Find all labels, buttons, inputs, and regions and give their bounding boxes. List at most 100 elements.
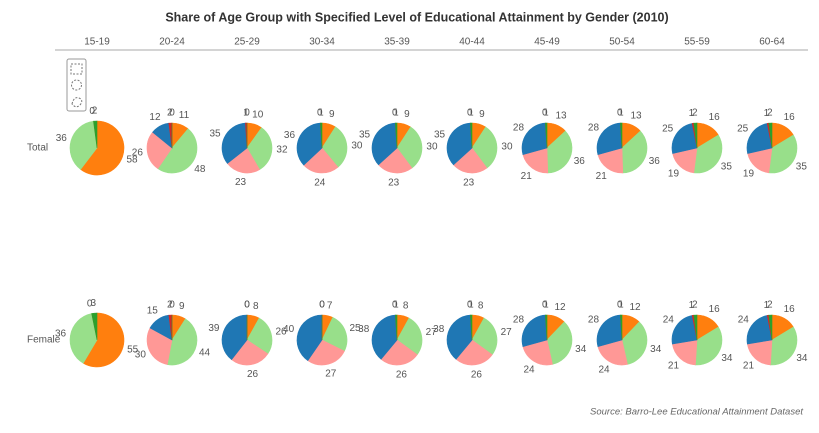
slice-label: 2 — [767, 108, 773, 119]
pie-slice — [321, 126, 348, 168]
slice-label: 1 — [689, 300, 695, 311]
slice-label: 24 — [523, 365, 535, 376]
slice-label: 21 — [668, 361, 680, 372]
slice-label: 0 — [542, 300, 548, 311]
pie-slice — [80, 120, 125, 176]
slice-label: 35 — [796, 162, 808, 173]
pie-slice — [396, 126, 423, 169]
slice-label: 0 — [467, 300, 473, 311]
slice-label: 44 — [199, 348, 211, 359]
slice-label: 30 — [351, 140, 363, 151]
lasso-icon[interactable] — [71, 97, 83, 108]
slice-label: 0 — [392, 300, 398, 311]
pie-slice — [621, 130, 648, 174]
pie-slice — [446, 122, 473, 166]
pie-slice — [596, 314, 623, 348]
slice-label: 32 — [276, 144, 288, 155]
slice-label: 23 — [388, 177, 400, 188]
toolbar[interactable] — [66, 58, 87, 112]
pie-slice — [545, 314, 548, 341]
pie-slice — [231, 339, 269, 366]
pie-slice — [146, 327, 173, 365]
column-header: 20-24 — [159, 37, 185, 48]
pie-slice — [546, 130, 573, 174]
slice-label: 24 — [663, 315, 675, 326]
slice-label: 21 — [521, 171, 533, 182]
slice-label: 28 — [513, 122, 525, 133]
pie-slice — [545, 122, 548, 149]
row-label: Total — [27, 143, 48, 154]
slice-label: 23 — [235, 177, 247, 188]
pie-slice — [93, 120, 98, 149]
pie-slice — [380, 339, 418, 366]
pie-slice — [396, 317, 423, 356]
slice-label: 40 — [283, 324, 295, 335]
slice-label: 13 — [630, 111, 642, 122]
slice-label: 0 — [617, 300, 623, 311]
slice-label: 21 — [743, 361, 755, 372]
slice-label: 9 — [329, 109, 335, 120]
slice-label: 16 — [709, 112, 721, 123]
slice-label: 0 — [169, 108, 175, 119]
pie-slice — [746, 123, 773, 154]
slice-label: 35 — [721, 162, 733, 173]
slice-label: 58 — [126, 155, 138, 166]
slice-label: 27 — [426, 327, 438, 338]
slice-label: 19 — [743, 169, 755, 180]
slice-label: 35 — [359, 130, 371, 141]
pie-slice — [671, 339, 698, 366]
pie-slice — [470, 122, 473, 149]
slice-label: 1 — [689, 108, 695, 119]
slice-label: 23 — [463, 177, 475, 188]
select-rect-icon[interactable] — [70, 63, 83, 75]
slice-label: 26 — [396, 369, 408, 380]
column-header: 25-29 — [234, 37, 260, 48]
slice-label: 30 — [426, 142, 438, 153]
slice-label: 16 — [784, 304, 796, 315]
slice-label: 11 — [179, 110, 190, 121]
slice-label: 38 — [433, 324, 445, 335]
slice-label: 39 — [208, 323, 220, 334]
pie-slice — [146, 131, 173, 170]
slice-label: 15 — [147, 306, 159, 317]
slice-label: 19 — [668, 169, 680, 180]
slice-label: 3 — [91, 298, 97, 309]
pie-slice — [693, 122, 698, 149]
slice-label: 0 — [617, 108, 623, 119]
pie-slice — [303, 147, 339, 174]
slice-label: 0 — [392, 108, 398, 119]
slice-label: 21 — [596, 171, 608, 182]
slice-label: 1 — [393, 300, 399, 311]
select-circle-icon[interactable] — [71, 79, 82, 91]
slice-label: 13 — [555, 111, 567, 122]
slice-label: 25 — [662, 124, 674, 135]
pie-slice — [471, 317, 498, 356]
slice-label: 27 — [501, 327, 513, 338]
slice-label: 36 — [649, 156, 661, 167]
pie-slice — [695, 326, 723, 366]
slice-label: 16 — [709, 304, 721, 315]
pie-slice — [246, 127, 273, 170]
slice-label: 1 — [243, 108, 249, 119]
column-header: 50-54 — [609, 37, 635, 48]
column-header: 35-39 — [384, 37, 410, 48]
slice-label: 25 — [737, 124, 749, 135]
column-header: 60-64 — [759, 37, 785, 48]
slice-label: 0 — [319, 300, 325, 311]
slice-label: 27 — [325, 369, 337, 380]
slice-label: 1 — [764, 108, 770, 119]
slice-label: 36 — [574, 156, 586, 167]
slice-label: 24 — [314, 178, 326, 189]
pie-slice — [371, 314, 398, 360]
pie-slice — [596, 122, 623, 156]
pie-slice — [395, 314, 398, 341]
pie-slice — [693, 134, 723, 174]
pie-slice — [91, 312, 98, 341]
slice-label: 26 — [132, 148, 144, 159]
slice-label: 0 — [319, 300, 325, 311]
pie-slice — [770, 326, 798, 366]
pie-slice — [296, 122, 323, 166]
slice-label: 2 — [167, 108, 173, 119]
pie-slice — [378, 147, 413, 174]
